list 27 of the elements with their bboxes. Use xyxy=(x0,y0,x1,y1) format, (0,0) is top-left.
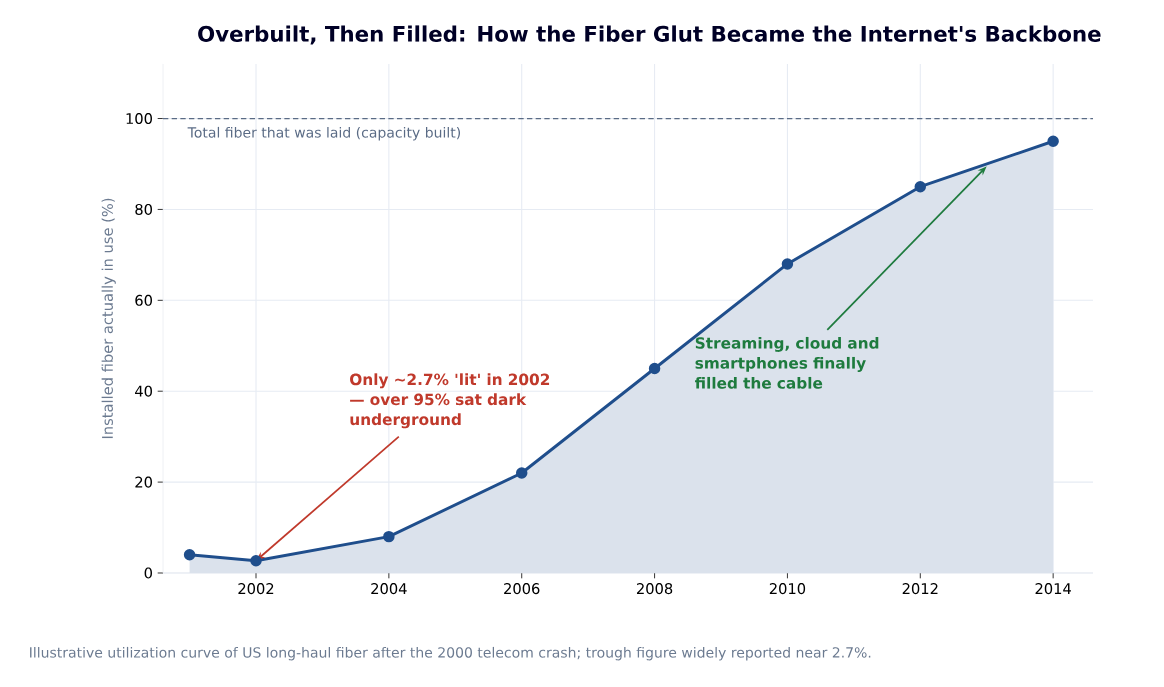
point xyxy=(781,258,794,270)
point xyxy=(250,554,262,567)
text: Illustrative utilization curve of US long-haul fiber after the 2000 telecom crash; trough figure widely reported near 2.7%. xyxy=(30,646,871,661)
y-axis-title: Installed fiber actually in use (%) xyxy=(101,198,116,439)
point xyxy=(383,530,395,543)
y-tick-label: 0 xyxy=(144,567,152,579)
y-tick-label: 60 xyxy=(135,294,152,306)
point xyxy=(648,362,661,375)
ref-line-label: Total fiber that was laid (capacity built) xyxy=(187,126,461,141)
x-tick-label: 2004 xyxy=(371,583,407,595)
point xyxy=(183,549,196,561)
y-tick-label: 20 xyxy=(135,476,152,488)
x-tick-label: 2012 xyxy=(902,583,938,595)
point xyxy=(515,467,528,479)
chart-title: Overbuilt, Then Filled: How the Fiber Glut Became the Internet's Backbone xyxy=(198,25,1101,45)
x-tick-label: 2002 xyxy=(238,583,274,595)
x-tick-label: 2006 xyxy=(504,583,540,595)
y-tick-label: 40 xyxy=(135,385,152,397)
x-tick-label: 2010 xyxy=(769,583,806,595)
y-tick-label: 80 xyxy=(135,203,152,215)
point xyxy=(914,180,927,193)
point xyxy=(1047,135,1059,147)
annotation: Streaming, cloud and smartphones finally filled the cable xyxy=(695,336,879,389)
annotation: Only ~2.7% 'lit' in 2002 — over 95% sat dark underground xyxy=(350,373,550,429)
y-tick-label: 100 xyxy=(126,113,152,125)
x-tick-label: 2014 xyxy=(1035,583,1071,595)
x-tick-label: 2008 xyxy=(636,583,673,595)
